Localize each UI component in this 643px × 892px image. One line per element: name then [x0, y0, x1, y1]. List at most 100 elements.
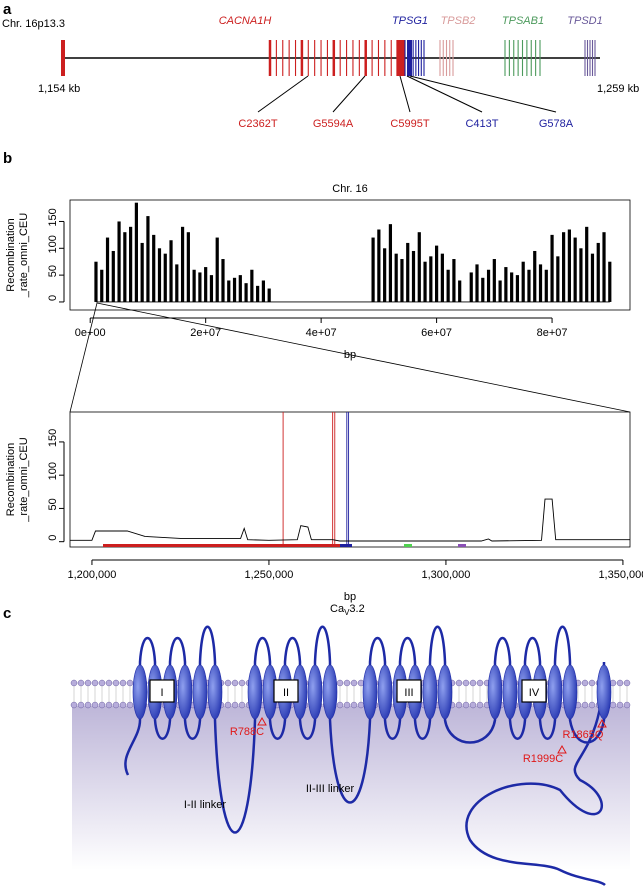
lipid-head — [588, 701, 596, 709]
bar — [469, 272, 473, 302]
mutation-label: R788C — [230, 726, 264, 738]
bar — [538, 264, 543, 302]
bar — [129, 226, 133, 302]
lipid-head — [98, 679, 106, 687]
bar — [198, 272, 202, 302]
y-axis-label: Recombination — [5, 218, 17, 291]
transmembrane-helix — [192, 664, 208, 720]
bar — [256, 285, 260, 302]
bar — [602, 232, 606, 302]
domain-box — [149, 679, 175, 703]
lipid-head — [77, 701, 85, 709]
variant-connector — [399, 75, 411, 113]
variant-connector — [257, 75, 309, 113]
variant-label: G578A — [539, 118, 574, 130]
lipid-head — [91, 701, 99, 709]
x-tick-label: 1,350,000 — [598, 569, 643, 581]
bar — [406, 242, 410, 302]
protein-name-main: Ca — [330, 603, 345, 615]
chart-title: Chr. 16 — [332, 183, 367, 195]
bar — [550, 234, 554, 302]
transmembrane-helix — [487, 664, 503, 720]
bar — [140, 242, 144, 302]
domain-box — [273, 679, 299, 703]
bar — [417, 232, 421, 302]
bar — [608, 261, 612, 302]
bar — [498, 280, 502, 302]
linker-label: II-III linker — [306, 783, 355, 795]
zoom-line — [69, 302, 98, 413]
bar — [527, 269, 531, 302]
transmembrane-helix — [422, 664, 438, 720]
y-tick-label: 100 — [47, 462, 59, 480]
rate-line — [70, 498, 630, 542]
bar — [180, 226, 185, 302]
bar — [492, 259, 496, 302]
variant-label: C413T — [465, 118, 498, 130]
cytoplasm — [72, 694, 630, 870]
lipid-head — [350, 701, 358, 709]
bar — [204, 267, 208, 302]
bar — [146, 216, 150, 302]
mutation-marker — [597, 718, 607, 728]
lipid-head — [112, 701, 120, 709]
bar — [169, 240, 173, 302]
lipid-head — [462, 701, 470, 709]
bar — [567, 229, 571, 302]
lipid-head — [126, 679, 134, 687]
gene-track — [458, 544, 466, 547]
panel-letter: c — [3, 605, 11, 622]
locus-marker — [61, 40, 65, 76]
protein-name: CaV3.2 — [330, 603, 365, 617]
bar — [510, 272, 514, 302]
bar — [175, 264, 179, 302]
variant-label: G5594A — [313, 118, 354, 130]
x-tick-label: 1,300,000 — [421, 569, 470, 581]
bar — [411, 250, 416, 302]
lipid-head — [70, 679, 78, 687]
bar — [533, 250, 537, 302]
protein-backbone — [124, 625, 606, 887]
bar — [105, 237, 110, 302]
lipid-head — [77, 679, 85, 687]
lipid-head — [119, 701, 127, 709]
x-tick-label: 0e+00 — [75, 327, 106, 339]
gene-label: TPSB2 — [441, 15, 476, 27]
lipid-head — [336, 679, 344, 687]
lipid-head — [105, 701, 113, 709]
lipid-head — [105, 679, 113, 687]
panel-letter: b — [3, 150, 12, 167]
y-tick-label: 0 — [47, 295, 59, 301]
bar — [209, 275, 214, 302]
bar — [250, 269, 254, 302]
transmembrane-helix — [502, 664, 518, 720]
transmembrane-helix — [307, 664, 323, 720]
bar — [573, 237, 577, 302]
lipid-head — [84, 701, 92, 709]
gene-label: CACNA1H — [219, 15, 272, 27]
bar — [596, 242, 600, 302]
bar — [544, 269, 548, 302]
lipid-head — [119, 679, 127, 687]
plot-frame — [69, 199, 631, 311]
bar — [192, 269, 196, 302]
start-label: 1,154 kb — [38, 83, 80, 95]
domain-label: II — [283, 687, 289, 699]
x-tick-label: 1,250,000 — [244, 569, 293, 581]
domain-label: I — [160, 687, 163, 699]
transmembrane-helix — [437, 664, 453, 720]
lipid-head — [616, 679, 624, 687]
bar — [481, 277, 485, 302]
domain-box — [521, 679, 547, 703]
x-tick-label: 8e+07 — [537, 327, 568, 339]
bar — [152, 234, 156, 302]
transmembrane-helix — [177, 664, 193, 720]
transmembrane-helix — [562, 664, 578, 720]
bar — [504, 267, 508, 302]
bar — [244, 283, 248, 302]
lipid-head — [476, 679, 484, 687]
variant-connector — [332, 75, 366, 113]
transmembrane-helix — [377, 664, 393, 720]
bar — [215, 237, 219, 302]
x-tick-label: 2e+07 — [190, 327, 221, 339]
